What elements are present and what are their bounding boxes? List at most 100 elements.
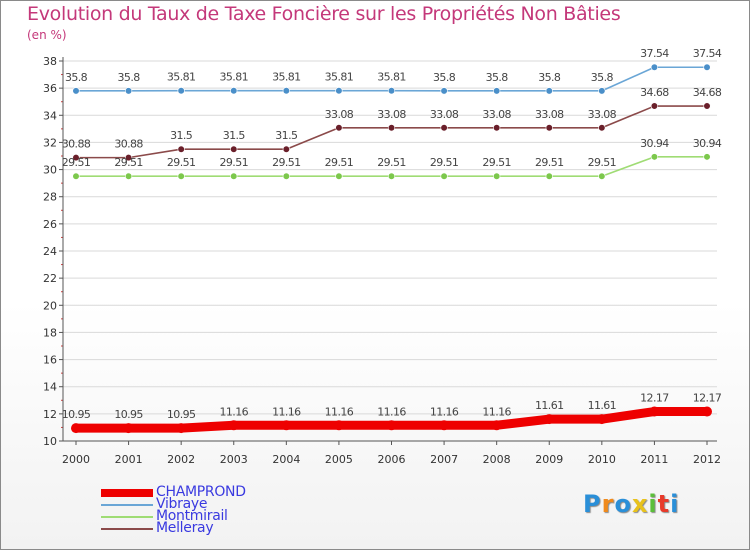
data-point: [545, 87, 553, 95]
data-point: [176, 423, 187, 434]
proxiti-logo: Proxiti: [583, 490, 679, 518]
data-point: [177, 87, 185, 95]
data-label: 33.08: [377, 108, 406, 121]
data-label: 33.08: [535, 108, 564, 121]
data-label: 10.95: [167, 408, 196, 421]
data-label: 29.51: [535, 156, 564, 169]
data-point: [598, 124, 606, 132]
data-point: [439, 420, 450, 431]
y-tick-label: 34: [43, 109, 57, 122]
x-tick-label: 2010: [588, 453, 616, 466]
x-tick-label: 2004: [272, 453, 300, 466]
data-label: 37.54: [640, 47, 669, 60]
x-tick-label: 2006: [378, 453, 406, 466]
data-label: 11.61: [588, 399, 617, 412]
y-tick-label: 10: [43, 435, 57, 448]
data-label: 35.8: [538, 71, 561, 84]
y-tick-label: 20: [43, 299, 57, 312]
x-tick-label: 2007: [430, 453, 458, 466]
data-point: [544, 414, 555, 425]
x-tick-label: 2003: [220, 453, 248, 466]
y-tick-label: 36: [43, 82, 57, 95]
x-tick-label: 2012: [693, 453, 721, 466]
data-label: 33.08: [430, 108, 459, 121]
y-tick-label: 18: [43, 326, 57, 339]
data-label: 35.8: [433, 71, 456, 84]
legend-label: Vibraye: [156, 496, 208, 512]
logo-letter: r: [601, 490, 615, 518]
y-tick-label: 32: [43, 136, 57, 149]
legend-swatch: [101, 504, 153, 506]
data-label: 30.88: [62, 138, 91, 151]
data-point: [333, 420, 344, 431]
y-tick-label: 30: [43, 164, 57, 177]
data-label: 29.51: [325, 156, 354, 169]
data-label: 37.54: [693, 47, 722, 60]
data-label: 29.51: [167, 156, 196, 169]
data-point: [491, 420, 502, 431]
data-point: [228, 420, 239, 431]
y-tick-label: 26: [43, 218, 57, 231]
data-point: [440, 172, 448, 180]
x-tick-label: 2008: [483, 453, 511, 466]
data-label: 31.5: [275, 129, 298, 142]
x-tick-label: 2011: [640, 453, 668, 466]
data-point: [598, 87, 606, 95]
data-point: [335, 124, 343, 132]
logo-letter: i: [670, 490, 680, 518]
data-point: [493, 124, 501, 132]
data-label: 35.8: [65, 71, 88, 84]
data-label: 34.68: [640, 86, 669, 99]
data-label: 30.94: [693, 137, 722, 150]
data-point: [230, 87, 238, 95]
data-label: 35.81: [325, 71, 354, 84]
x-tick-labels: 2000 2001 2002 2003 2004 2005 2006 2007 2008 2009…: [62, 453, 721, 466]
y-tick-label: 28: [43, 191, 57, 204]
data-label: 35.8: [486, 71, 509, 84]
x-tick-label: 2009: [535, 453, 563, 466]
data-label: 12.17: [640, 392, 669, 405]
data-point: [703, 153, 711, 161]
legend-swatch: [101, 528, 153, 530]
logo-letter: i: [648, 490, 658, 518]
y-tick-labels: 10 12 14 16 18 20 22 24 26 28 30 32 34 36 38: [43, 55, 57, 448]
data-point: [598, 172, 606, 180]
data-label: 29.51: [377, 156, 406, 169]
data-label: 31.5: [170, 129, 193, 142]
data-point: [387, 87, 396, 95]
y-tick-label: 14: [43, 381, 57, 394]
data-point: [440, 87, 448, 95]
data-point: [230, 145, 238, 153]
logo-letter: t: [657, 490, 671, 518]
data-point: [386, 420, 397, 431]
data-point: [72, 172, 80, 180]
data-point: [702, 406, 712, 417]
logo-letter: o: [614, 490, 632, 518]
data-label: 11.16: [325, 405, 354, 418]
data-point: [545, 172, 553, 180]
data-label: 33.08: [325, 108, 354, 121]
data-label: 35.81: [220, 71, 249, 84]
data-point: [72, 154, 80, 162]
data-point: [493, 172, 501, 180]
legend-swatch: [101, 489, 153, 497]
data-label: 29.51: [220, 156, 249, 169]
data-point: [387, 172, 396, 180]
data-point: [650, 63, 659, 71]
data-label: 35.8: [591, 71, 614, 84]
data-point: [72, 87, 80, 95]
data-label: 34.68: [693, 86, 722, 99]
data-label: 29.51: [62, 156, 91, 169]
data-label: 35.8: [118, 71, 141, 84]
logo-letter: x: [631, 490, 649, 518]
data-point: [703, 63, 711, 71]
data-point: [123, 423, 134, 434]
data-point: [124, 87, 133, 95]
legend-swatch: [101, 516, 153, 518]
data-label: 30.94: [640, 137, 669, 150]
data-label: 10.95: [114, 408, 143, 421]
data-point: [440, 124, 448, 132]
data-label: 31.5: [223, 129, 246, 142]
